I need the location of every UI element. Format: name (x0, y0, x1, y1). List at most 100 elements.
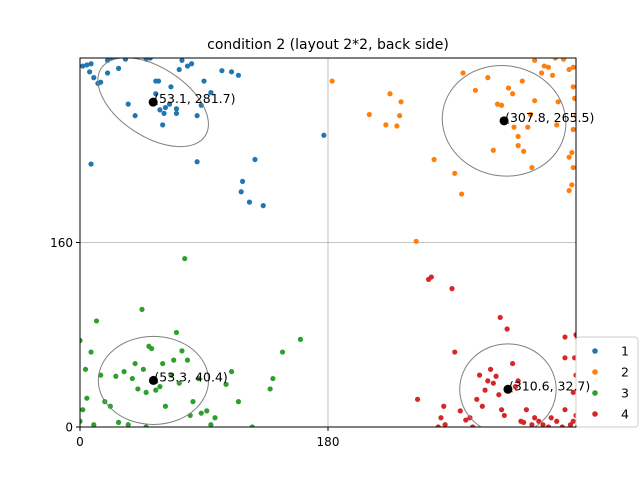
data-point-series-4 (463, 417, 469, 423)
data-point-series-1 (219, 68, 225, 74)
data-point-series-4 (493, 373, 499, 379)
data-point-series-1 (228, 69, 235, 75)
data-point-series-4 (521, 419, 527, 425)
data-point-series-2 (525, 124, 531, 130)
data-point-series-4 (572, 355, 576, 361)
data-point-series-1 (201, 78, 207, 84)
data-point-series-3 (235, 399, 242, 405)
data-point-series-2 (570, 126, 576, 133)
axis-ticks: 0 180 0 160 (50, 236, 339, 449)
data-point-series-4 (504, 326, 510, 332)
data-point-series-4 (482, 387, 488, 393)
data-point-series-1 (239, 178, 246, 184)
legend-marker-series-3 (592, 390, 598, 396)
data-point-series-3 (212, 415, 218, 421)
data-point-series-2 (527, 111, 534, 118)
data-point-series-2 (383, 122, 389, 128)
data-point-series-4 (570, 418, 576, 424)
data-point-series-2 (394, 123, 400, 129)
legend: 1 2 3 4 (575, 336, 639, 428)
data-point-series-4 (487, 366, 494, 372)
data-point-series-3 (228, 369, 235, 375)
data-point-series-4 (570, 389, 576, 396)
data-point-series-2 (561, 58, 567, 62)
data-point-series-4 (573, 412, 576, 419)
data-point-series-4 (441, 403, 447, 409)
data-point-series-1 (194, 113, 200, 119)
data-point-series-4 (442, 422, 448, 427)
data-point-series-1 (160, 122, 166, 128)
data-point-series-4 (529, 422, 535, 427)
data-point-series-3 (132, 360, 138, 367)
mean-marker-series-2 (499, 116, 509, 126)
data-point-series-3 (91, 422, 97, 427)
data-point-series-1 (194, 159, 200, 165)
y-tick-label: 0 (65, 421, 73, 435)
data-point-series-2 (549, 72, 556, 78)
data-point-series-4 (562, 407, 568, 413)
legend-label-series-3: 3 (621, 386, 629, 401)
data-point-series-2 (485, 75, 491, 81)
data-point-series-2 (459, 191, 465, 197)
data-point-series-3 (135, 386, 141, 392)
data-point-series-1 (98, 79, 104, 85)
data-point-series-1 (176, 66, 182, 73)
data-point-series-2 (532, 58, 538, 63)
gridlines (80, 58, 576, 427)
data-point-series-3 (173, 329, 180, 336)
data-point-series-3 (190, 399, 196, 405)
data-point-series-3 (153, 387, 159, 393)
mean-marker-series-4 (503, 384, 513, 394)
legend-marker-series-1 (592, 348, 598, 354)
mean-marker-series-3 (148, 375, 158, 385)
data-point-series-1 (168, 84, 174, 90)
data-point-series-2 (555, 99, 561, 105)
mean-label-series-3: (53.3, 40.4) (154, 369, 227, 384)
data-point-series-1 (246, 199, 253, 205)
data-point-series-1 (87, 69, 93, 75)
data-point-series-3 (176, 380, 182, 386)
data-point-series-1 (235, 72, 242, 78)
data-point-series-4 (496, 392, 502, 398)
data-point-series-1 (115, 65, 122, 71)
data-point-series-3 (198, 410, 204, 416)
covariance-ellipse-series-3 (97, 335, 210, 426)
data-point-series-4 (515, 378, 521, 384)
data-point-series-3 (143, 389, 149, 396)
data-point-series-3 (179, 348, 185, 354)
data-point-series-1 (125, 101, 131, 107)
data-point-series-1 (173, 106, 180, 112)
data-point-series-2 (387, 91, 393, 97)
data-point-series-2 (472, 87, 479, 93)
data-point-series-4 (540, 422, 546, 427)
data-point-series-4 (485, 378, 491, 384)
data-point-series-4 (548, 415, 554, 421)
data-point-series-4 (510, 360, 516, 367)
legend-label-series-4: 4 (621, 407, 629, 422)
data-point-series-2 (521, 148, 527, 155)
data-point-series-2 (569, 182, 575, 188)
data-point-series-3 (171, 357, 177, 363)
data-point-series-4 (523, 407, 530, 413)
data-point-series-2 (515, 133, 521, 140)
data-point-series-2 (554, 122, 560, 128)
data-point-series-1 (260, 203, 266, 209)
data-point-series-1 (88, 61, 94, 67)
data-point-series-3 (80, 337, 83, 344)
data-point-series-3 (113, 373, 119, 379)
plot-area (80, 58, 576, 427)
data-point-series-2 (541, 63, 547, 69)
data-point-series-2 (519, 78, 525, 84)
data-point-series-2 (452, 170, 458, 176)
data-point-series-1 (189, 61, 195, 67)
data-point-series-1 (132, 113, 138, 119)
data-point-series-1 (162, 104, 169, 111)
data-point-series-2 (431, 156, 437, 163)
data-point-series-3 (249, 424, 255, 427)
data-point-series-2 (566, 66, 572, 73)
mean-label-series-2: (307.8, 265.5) (505, 110, 594, 125)
covariance-ellipse-series-1 (97, 58, 209, 148)
legend-box (575, 336, 639, 428)
covariance-ellipse-series-2 (441, 65, 567, 177)
